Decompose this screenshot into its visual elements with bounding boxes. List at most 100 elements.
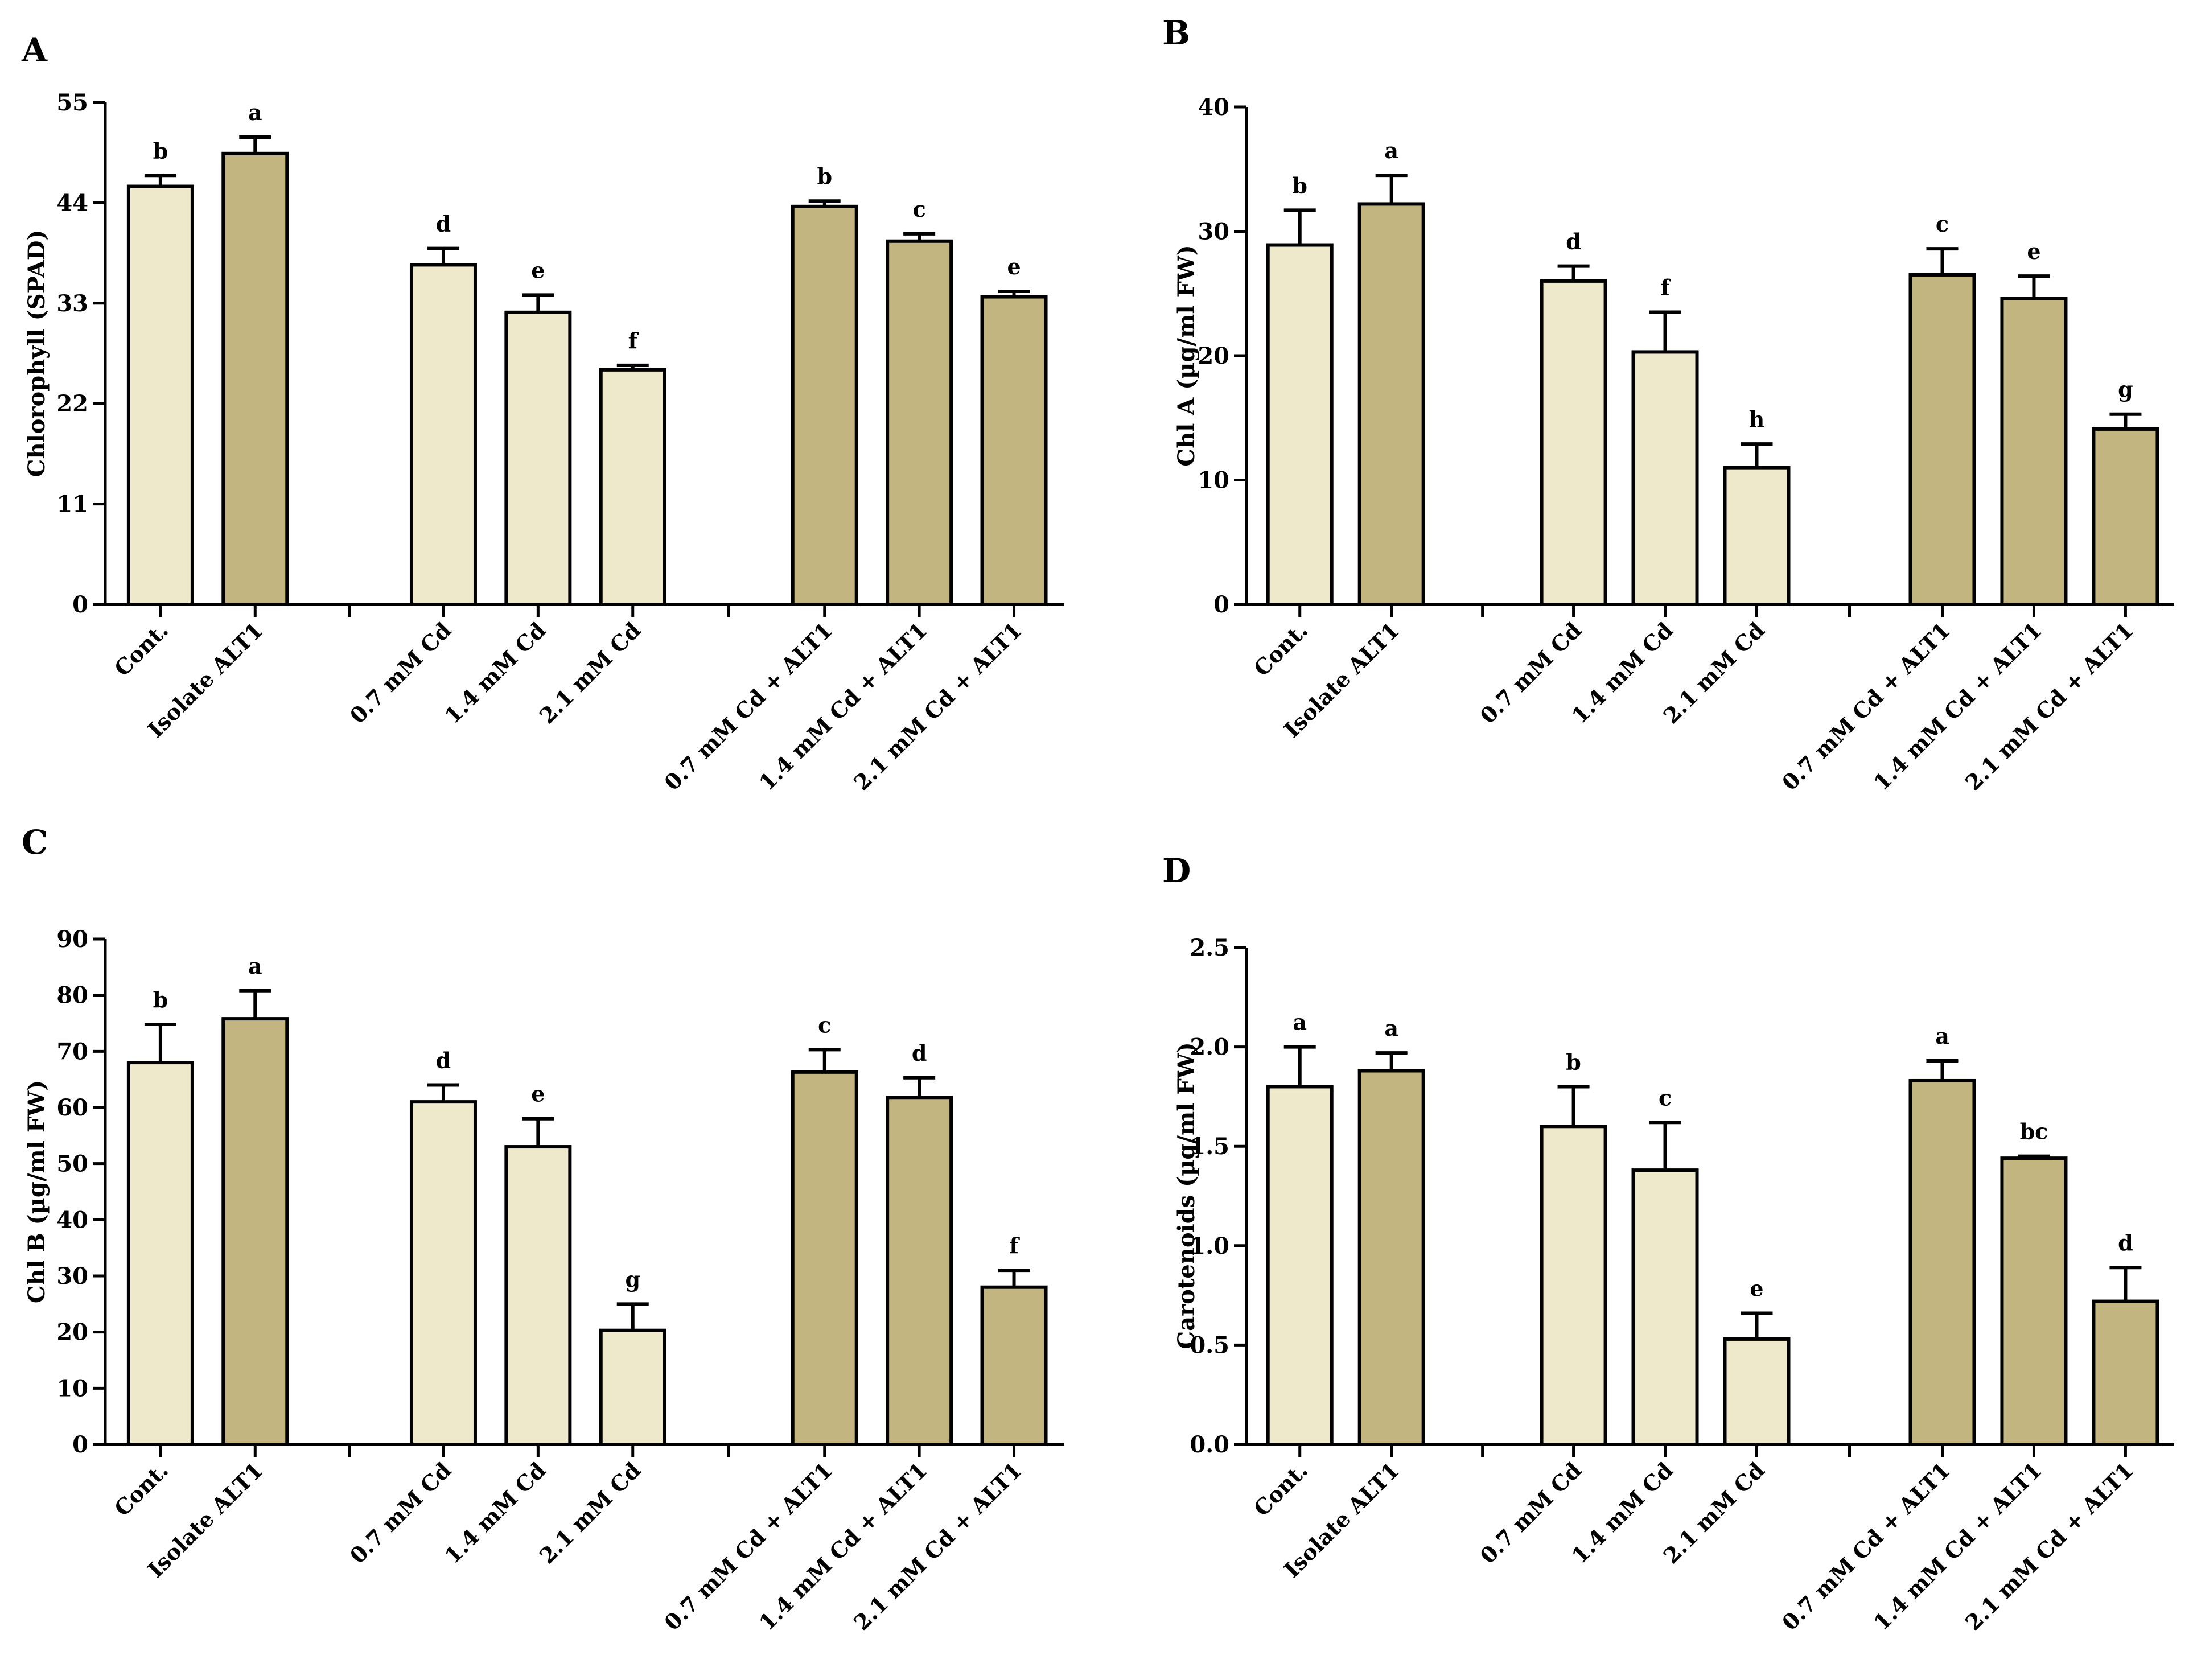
- panel-c-bar: [886, 1096, 953, 1446]
- panel-d-bar: [2000, 1156, 2068, 1446]
- panel-b-y-tick-label: 20: [1198, 343, 1229, 369]
- panel-a-significance-letter: e: [531, 257, 545, 283]
- panel-b-category-label: 1.4 mM Cd + ALT1: [1869, 617, 2047, 796]
- panel-a-y-tick-label: 33: [56, 290, 88, 317]
- panel-c-category-label: 1.4 mM Cd: [439, 1457, 551, 1569]
- panel-c-significance-letter: d: [912, 1040, 927, 1066]
- panel-b-significance-letter: f: [1660, 275, 1671, 300]
- panel-d-y-tick-label: 1.5: [1190, 1133, 1229, 1160]
- panel-a-y-tick-label: 0: [72, 591, 88, 618]
- panel-letter-b: B: [1162, 14, 1190, 52]
- panel-b-bar: [2092, 427, 2159, 606]
- panel-a-significance-letter: b: [817, 163, 832, 189]
- panel-c-y-tick-label: 60: [56, 1094, 88, 1121]
- panel-b-y-tick-label: 10: [1198, 467, 1229, 494]
- panel-a-y-tick-label: 22: [56, 390, 88, 417]
- panel-b-category-label: 2.1 mM Cd + ALT1: [1960, 617, 2138, 796]
- panel-b-bar: [1540, 279, 1607, 606]
- panel-c-bar: [791, 1070, 858, 1446]
- panel-c-significance-letter: b: [153, 987, 168, 1012]
- panel-d-bar: [2092, 1299, 2159, 1446]
- panel-c-bar: [504, 1145, 572, 1446]
- panel-c-significance-letter: e: [531, 1081, 545, 1107]
- panel-a-bar: [409, 263, 477, 606]
- panel-a-significance-letter: d: [436, 211, 451, 237]
- panel-c-category-label: 0.7 mM Cd: [345, 1457, 456, 1569]
- panel-letter-d: D: [1162, 851, 1191, 890]
- panel-a-y-tick-label: 11: [56, 491, 88, 518]
- panel-d-significance-letter: bc: [2020, 1119, 2048, 1144]
- panel-a-category-label: 1.4 mM Cd + ALT1: [754, 617, 932, 796]
- panel-d-significance-letter: c: [1659, 1085, 1672, 1110]
- panel-c-significance-letter: f: [1009, 1233, 1020, 1258]
- panel-c-bar: [126, 1061, 194, 1446]
- panel-d-y-tick-label: 1.0: [1190, 1233, 1229, 1259]
- panel-b-significance-letter: c: [1936, 211, 1949, 237]
- panel-a-bar: [980, 295, 1048, 606]
- panel-d-significance-letter: a: [1293, 1010, 1307, 1035]
- panel-a-category-label: 0.7 mM Cd: [345, 617, 456, 729]
- panel-b-significance-letter: h: [1749, 406, 1765, 432]
- panel-a-category-label: Cont.: [109, 617, 173, 681]
- panel-c-bar: [980, 1285, 1048, 1447]
- panel-b-significance-letter: d: [1566, 229, 1581, 254]
- panel-a-bar: [126, 184, 194, 606]
- panel-c-category-label: Cont.: [109, 1457, 173, 1521]
- panel-b-bar: [1266, 243, 1334, 607]
- panel-c-y-tick-label: 30: [56, 1263, 88, 1290]
- panel-c-significance-letter: a: [248, 953, 262, 979]
- panel-a-bar: [599, 368, 666, 607]
- panel-c-category-label: 0.7 mM Cd + ALT1: [659, 1457, 837, 1636]
- panel-c-category-label: 2.1 mM Cd: [534, 1457, 645, 1569]
- panel-c-bar: [409, 1100, 477, 1446]
- panel-b-bar: [1631, 350, 1699, 606]
- panel-d-significance-letter: a: [1935, 1023, 1949, 1049]
- panel-b-significance-letter: b: [1292, 172, 1307, 198]
- chart-panel-c: 0 10 20 30 40 50 60 70 80 90 Chl B (µg/ml FW) b Cont…: [23, 926, 1064, 1636]
- panel-d-significance-letter: d: [2118, 1230, 2133, 1255]
- panel-c-y-tick-label: 80: [56, 982, 88, 1009]
- panel-b-bar: [1723, 466, 1791, 607]
- panel-d-bar: [1266, 1085, 1334, 1446]
- panel-d-significance-letter: b: [1566, 1049, 1581, 1074]
- panel-c-y-tick-label: 50: [56, 1151, 88, 1177]
- panel-d-y-axis-title: Carotenoids (µg/ml FW): [1173, 1042, 1200, 1349]
- panel-b-bar: [2000, 297, 2068, 606]
- panel-b-y-tick-label: 0: [1213, 591, 1229, 618]
- panel-c-y-axis-title: Chl B (µg/ml FW): [23, 1080, 50, 1303]
- panel-d-bar: [1908, 1078, 1976, 1446]
- panel-d-bar: [1723, 1337, 1791, 1447]
- panel-b-bar: [1908, 273, 1976, 607]
- panel-c-bar: [599, 1328, 666, 1447]
- panel-b-significance-letter: g: [2118, 377, 2133, 402]
- panel-d-y-tick-label: 0.0: [1190, 1431, 1229, 1458]
- panel-a-significance-letter: f: [628, 328, 639, 353]
- panel-a-significance-letter: b: [153, 138, 168, 163]
- panel-a-category-label: 2.1 mM Cd: [534, 617, 645, 729]
- panel-a-bar: [504, 310, 572, 606]
- panel-b-significance-letter: e: [2027, 238, 2040, 264]
- panel-c-y-tick-label: 70: [56, 1038, 88, 1065]
- panel-c-y-tick-label: 10: [56, 1375, 88, 1402]
- panel-a-category-label: 1.4 mM Cd: [439, 617, 551, 729]
- panel-d-category-label: 2.1 mM Cd + ALT1: [1960, 1457, 2138, 1636]
- chart-panel-d: 0.0 0.5 1.0 1.5 2.0 2.5 Carotenoids (µg/ml FW)…: [1173, 934, 2174, 1636]
- panel-a-significance-letter: e: [1007, 254, 1021, 279]
- panel-a-category-label: 2.1 mM Cd + ALT1: [849, 617, 1027, 796]
- panel-c-category-label: 1.4 mM Cd + ALT1: [754, 1457, 932, 1636]
- panel-b-y-tick-label: 30: [1198, 219, 1229, 245]
- panel-d-bar: [1540, 1125, 1607, 1446]
- panel-d-bar: [1631, 1168, 1699, 1446]
- panel-d-category-label: 0.7 mM Cd + ALT1: [1777, 1457, 1955, 1636]
- panel-c-significance-letter: g: [625, 1266, 640, 1292]
- panel-d-y-tick-label: 2.5: [1190, 934, 1229, 961]
- panel-b-y-tick-label: 40: [1198, 94, 1229, 121]
- panel-c-y-tick-label: 40: [56, 1207, 88, 1233]
- panel-d-bar: [1357, 1069, 1425, 1446]
- panel-c-y-tick-label: 20: [56, 1319, 88, 1346]
- panel-b-significance-letter: a: [1384, 138, 1398, 163]
- panel-d-significance-letter: a: [1384, 1015, 1398, 1041]
